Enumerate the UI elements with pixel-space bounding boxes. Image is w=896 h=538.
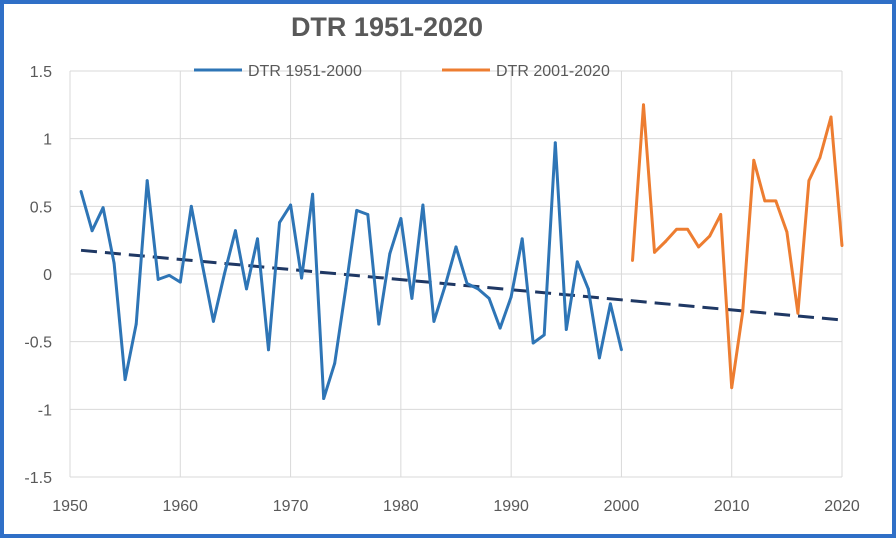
data-point: [840, 244, 844, 247]
data-point: [697, 245, 701, 249]
series-layer: [79, 103, 844, 400]
data-point: [211, 319, 215, 323]
x-tick-label: 2010: [714, 498, 750, 515]
data-point: [675, 227, 678, 231]
data-point: [597, 356, 601, 360]
y-tick-label: 1: [43, 132, 52, 149]
data-point: [245, 287, 248, 291]
data-point: [101, 206, 105, 210]
data-point: [256, 237, 259, 241]
data-point: [708, 234, 712, 238]
data-point: [498, 326, 502, 330]
data-point: [575, 260, 579, 264]
data-point: [476, 287, 480, 291]
data-point: [763, 199, 767, 203]
data-point: [609, 302, 612, 306]
data-point: [267, 348, 270, 352]
x-tick-label: 2000: [604, 498, 640, 515]
data-point: [796, 311, 800, 315]
data-point: [112, 261, 116, 265]
x-tick-label: 1980: [383, 498, 419, 515]
series-2: [631, 103, 844, 390]
data-point: [785, 230, 789, 234]
data-point: [465, 282, 469, 285]
data-point: [741, 310, 745, 314]
data-point: [189, 204, 193, 208]
data-point: [90, 229, 94, 233]
data-point: [620, 348, 623, 352]
data-point: [553, 141, 557, 145]
data-point: [631, 259, 634, 262]
x-tick-label: 1990: [493, 498, 529, 515]
data-point: [653, 250, 656, 254]
x-tick-label: 1950: [52, 498, 88, 515]
data-point: [410, 296, 414, 300]
trendline-layer: [80, 248, 843, 322]
legend: DTR 1951-2000 DTR 2001-2020: [194, 63, 610, 80]
data-point: [366, 213, 370, 216]
data-point: [586, 287, 590, 291]
series-line: [631, 103, 844, 390]
data-point: [223, 272, 226, 276]
data-point: [642, 103, 645, 107]
y-tick-label: 1.5: [30, 64, 52, 81]
data-point: [520, 237, 524, 241]
y-tick-label: 0: [43, 267, 52, 284]
data-point: [311, 192, 315, 196]
y-tick-label: -1.5: [24, 470, 52, 487]
data-point: [487, 296, 491, 300]
series-1: [79, 141, 623, 400]
data-point: [807, 179, 811, 183]
data-point: [200, 263, 204, 266]
series-line: [79, 141, 623, 400]
data-point: [399, 217, 403, 220]
trendline: [80, 248, 843, 322]
data-point: [388, 252, 392, 256]
legend-label: DTR 2001-2020: [496, 63, 610, 80]
data-point: [719, 213, 723, 216]
data-point: [443, 284, 447, 288]
data-point: [686, 227, 689, 231]
y-tick-label: -1: [38, 402, 52, 419]
x-tick-label: 1960: [162, 498, 198, 515]
data-point: [134, 322, 138, 326]
data-point: [542, 333, 546, 337]
y-tick-label: -0.5: [24, 335, 52, 352]
data-point: [355, 208, 359, 212]
x-tick-label: 1970: [273, 498, 309, 515]
data-point: [234, 229, 237, 233]
data-point: [730, 386, 734, 390]
data-point: [454, 245, 458, 249]
data-point: [752, 158, 756, 162]
data-point: [344, 287, 348, 291]
data-point: [432, 319, 436, 323]
data-point: [278, 221, 281, 224]
data-point: [509, 295, 513, 299]
x-tick-label: 2020: [824, 498, 860, 515]
grid: [69, 70, 843, 478]
data-point: [774, 199, 778, 203]
data-point: [564, 328, 568, 331]
data-point: [79, 190, 83, 193]
data-point: [178, 280, 182, 284]
data-point: [300, 276, 303, 280]
data-point: [156, 278, 160, 281]
legend-label: DTR 1951-2000: [248, 63, 362, 80]
data-point: [123, 378, 127, 381]
data-point: [664, 240, 667, 243]
y-tick-label: 0.5: [30, 199, 52, 216]
data-point: [531, 341, 535, 345]
data-point: [377, 322, 381, 326]
data-point: [145, 179, 149, 183]
data-point: [421, 203, 425, 207]
data-point: [322, 397, 326, 400]
data-point: [333, 361, 337, 365]
data-point: [829, 115, 833, 119]
chart-title: DTR 1951-2020: [291, 12, 483, 42]
data-point: [289, 203, 292, 207]
data-point: [818, 156, 822, 160]
data-point: [167, 273, 171, 277]
